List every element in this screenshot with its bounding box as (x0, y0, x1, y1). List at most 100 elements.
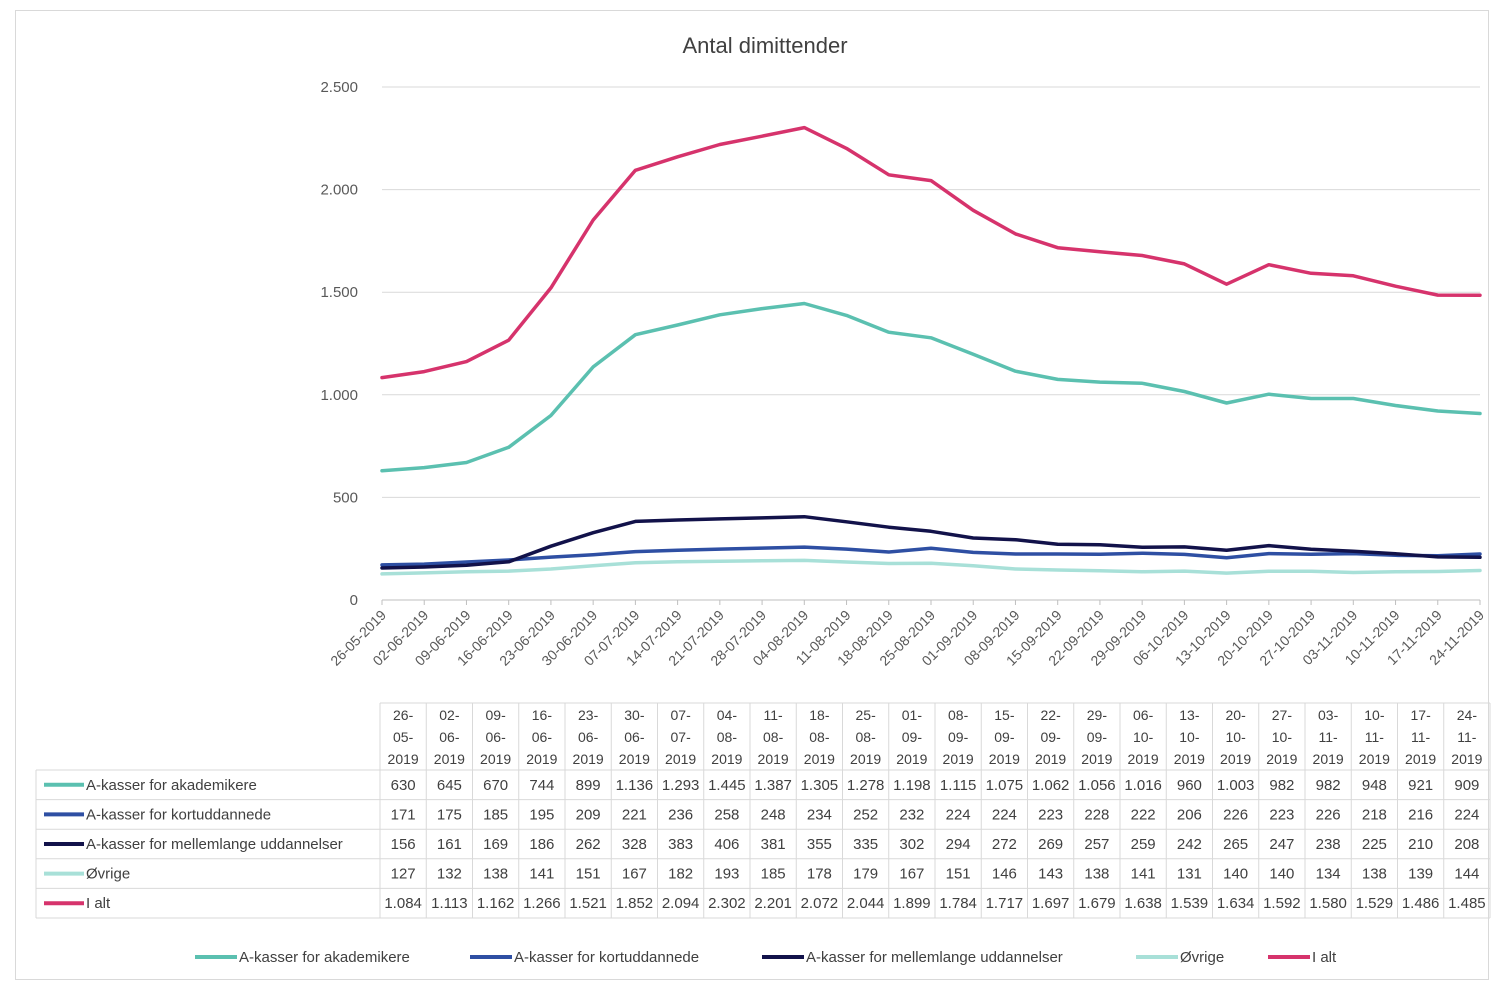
table-cell: 195 (529, 806, 554, 823)
table-cell: 252 (853, 806, 878, 823)
table-cell: 248 (761, 806, 786, 823)
legend-label: A-kasser for kortuddannede (514, 949, 699, 966)
table-cell: 169 (483, 836, 508, 853)
table-header-cell: 11- (764, 707, 784, 723)
table-header-cell: 11- (1365, 729, 1385, 745)
table-header-cell: 2019 (804, 751, 835, 767)
table-header-cell: 07- (671, 729, 692, 745)
table-cell: 185 (761, 866, 786, 883)
table-cell: 223 (1269, 806, 1294, 823)
table-cell: 143 (1038, 866, 1063, 883)
table-cell: 236 (668, 806, 693, 823)
table-cell: 982 (1316, 777, 1341, 794)
table-header-cell: 20- (1226, 707, 1247, 723)
table-cell: 259 (1131, 836, 1156, 853)
table-cell: 2.044 (847, 895, 885, 912)
table-cell: 182 (668, 866, 693, 883)
table-header-cell: 06- (1133, 707, 1154, 723)
table-cell: 225 (1362, 836, 1387, 853)
table-header-cell: 2019 (896, 751, 927, 767)
table-cell: 1.003 (1217, 777, 1255, 794)
table-header-cell: 06- (439, 729, 460, 745)
table-header-cell: 09- (994, 729, 1015, 745)
table-header-cell: 17- (1411, 707, 1432, 723)
series-line (380, 545, 1482, 567)
table-header-cell: 2019 (1405, 751, 1436, 767)
table-cell: 1.198 (893, 777, 931, 794)
table-cell: 1.521 (569, 895, 607, 912)
table-cell: 1.784 (939, 895, 977, 912)
table-header-cell: 2019 (619, 751, 650, 767)
table-header-cell: 04- (717, 707, 738, 723)
table-header-cell: 2019 (573, 751, 604, 767)
table-header-cell: 23- (578, 707, 599, 723)
table-cell: 141 (529, 866, 554, 883)
y-tick-label: 2.500 (320, 79, 358, 96)
table-cell: 262 (576, 836, 601, 853)
table-cell: 216 (1408, 806, 1433, 823)
table-cell: 226 (1316, 806, 1341, 823)
table-cell: 224 (1454, 806, 1479, 823)
table-header-cell: 09- (486, 707, 507, 723)
table-cell: 151 (576, 866, 601, 883)
series-line (380, 558, 1482, 576)
table-cell: 744 (529, 777, 554, 794)
table-cell: 151 (946, 866, 971, 883)
legend-label: I alt (1312, 949, 1337, 966)
table-cell: 156 (391, 836, 416, 853)
table-header-cell: 08- (809, 729, 830, 745)
table-header-cell: 2019 (480, 751, 511, 767)
table-cell: 247 (1269, 836, 1294, 853)
table-cell: 1.062 (1032, 777, 1070, 794)
table-header-cell: 2019 (1359, 751, 1390, 767)
table-header-cell: 06- (624, 729, 645, 745)
table-header-cell: 10- (1226, 729, 1247, 745)
table-cell: 406 (714, 836, 739, 853)
table-cell: 167 (622, 866, 647, 883)
table-cell: 134 (1316, 866, 1341, 883)
table-cell: 948 (1362, 777, 1387, 794)
table-header-cell: 09- (902, 729, 923, 745)
table-header-cell: 06- (486, 729, 507, 745)
table-cell: 1.162 (477, 895, 515, 912)
table-header-cell: 10- (1364, 707, 1385, 723)
table-header-cell: 05- (393, 729, 414, 745)
gridlines (382, 86, 1480, 601)
table-header-cell: 2019 (1451, 751, 1482, 767)
legend: A-kasser for akademikere A-kasser for kor… (195, 949, 1337, 966)
table-cell: 2.094 (662, 895, 700, 912)
table-cell: 1.899 (893, 895, 931, 912)
table-cell: 139 (1408, 866, 1433, 883)
table-header-cell: 2019 (1035, 751, 1066, 767)
table-header-cell: 2019 (1313, 751, 1344, 767)
table-header-cell: 08- (763, 729, 784, 745)
table-header-cell: 26- (393, 707, 414, 723)
table-cell: 265 (1223, 836, 1248, 853)
table-cell: 1.592 (1263, 895, 1301, 912)
table-cell: 132 (437, 866, 462, 883)
table-header-cell: 2019 (1174, 751, 1205, 767)
table-header-cell: 2019 (989, 751, 1020, 767)
table-cell: 2.302 (708, 895, 746, 912)
table-cell: 193 (714, 866, 739, 883)
table-cell: 209 (576, 806, 601, 823)
table-header-cell: 10- (1133, 729, 1154, 745)
table-cell: 224 (946, 806, 971, 823)
table-header-cell: 06- (532, 729, 553, 745)
table-cell: 186 (529, 836, 554, 853)
table-cell: 238 (1316, 836, 1341, 853)
table-cell: 909 (1454, 777, 1479, 794)
table-cell: 1.056 (1078, 777, 1116, 794)
table-cell: 1.016 (1124, 777, 1162, 794)
table-cell: 179 (853, 866, 878, 883)
table-cell: 1.293 (662, 777, 700, 794)
table-header-cell: 2019 (388, 751, 419, 767)
table-cell: 645 (437, 777, 462, 794)
table-cell: 1.445 (708, 777, 746, 794)
table-cell: 178 (807, 866, 832, 883)
table-cell: 630 (391, 777, 416, 794)
table-header-cell: 2019 (1266, 751, 1297, 767)
table-header-cell: 03- (1318, 707, 1339, 723)
table-cell: 1.115 (940, 777, 976, 794)
table-header-cell: 29- (1087, 707, 1108, 723)
